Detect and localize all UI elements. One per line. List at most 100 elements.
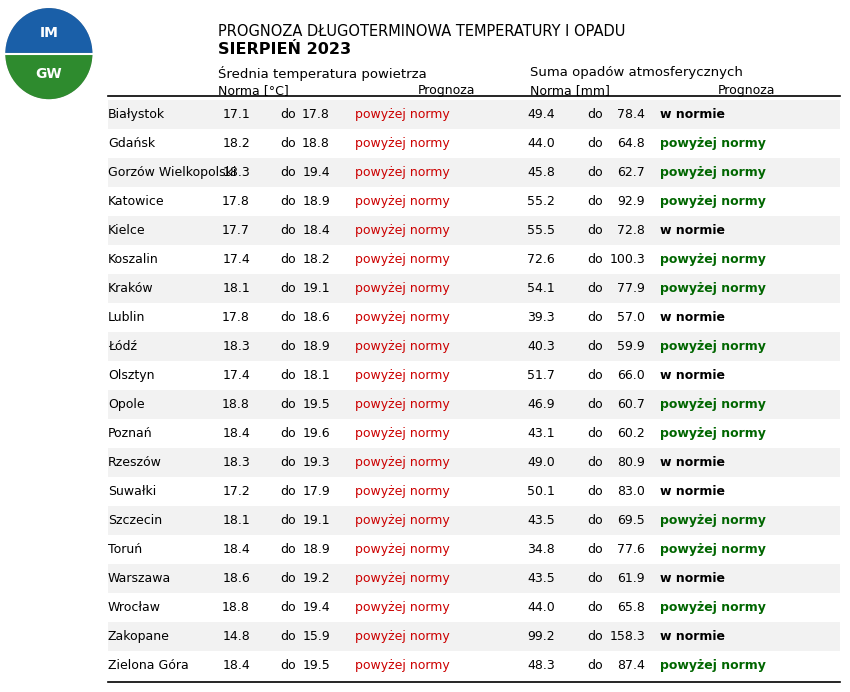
Text: 48.3: 48.3 (527, 659, 555, 672)
Text: do: do (280, 659, 296, 672)
Text: 18.4: 18.4 (222, 659, 250, 672)
Text: 87.4: 87.4 (617, 659, 645, 672)
Text: 18.2: 18.2 (303, 253, 330, 266)
Text: 45.8: 45.8 (527, 166, 555, 179)
Text: 51.7: 51.7 (527, 369, 555, 382)
Text: powyżej normy: powyżej normy (355, 195, 450, 208)
Text: Prognoza: Prognoza (718, 84, 775, 97)
Text: Norma [°C]: Norma [°C] (218, 84, 289, 97)
Text: powyżej normy: powyżej normy (355, 108, 450, 121)
Bar (108, 274, 840, 303)
Text: 72.8: 72.8 (617, 224, 645, 237)
Text: 64.8: 64.8 (617, 137, 645, 150)
Text: do: do (280, 340, 296, 353)
Bar (108, 216, 840, 245)
Text: do: do (587, 485, 603, 498)
Text: powyżej normy: powyżej normy (355, 485, 450, 498)
Text: do: do (280, 601, 296, 614)
Text: 69.5: 69.5 (617, 514, 645, 527)
Bar (108, 158, 840, 187)
Text: Szczecin: Szczecin (108, 514, 162, 527)
Text: 46.9: 46.9 (527, 398, 555, 411)
Text: Średnia temperatura powietrza: Średnia temperatura powietrza (218, 66, 427, 81)
Text: 65.8: 65.8 (617, 601, 645, 614)
Text: do: do (587, 601, 603, 614)
Text: 18.1: 18.1 (222, 282, 250, 295)
Text: 19.6: 19.6 (303, 427, 330, 440)
Text: powyżej normy: powyżej normy (660, 137, 766, 150)
Text: 99.2: 99.2 (527, 630, 555, 643)
Text: 19.4: 19.4 (303, 601, 330, 614)
Text: do: do (280, 253, 296, 266)
Text: 17.8: 17.8 (302, 108, 330, 121)
Text: do: do (280, 369, 296, 382)
Text: 17.2: 17.2 (222, 485, 250, 498)
Text: powyżej normy: powyżej normy (660, 543, 766, 556)
Bar (108, 506, 840, 535)
Text: 61.9: 61.9 (617, 572, 645, 585)
Text: 17.8: 17.8 (222, 195, 250, 208)
Text: 66.0: 66.0 (617, 369, 645, 382)
Text: 59.9: 59.9 (617, 340, 645, 353)
Text: Wrocław: Wrocław (108, 601, 161, 614)
Text: IM: IM (39, 26, 59, 40)
Text: 100.3: 100.3 (609, 253, 645, 266)
Text: powyżej normy: powyżej normy (355, 543, 450, 556)
Text: powyżej normy: powyżej normy (660, 601, 766, 614)
Text: powyżej normy: powyżej normy (660, 282, 766, 295)
Text: do: do (587, 195, 603, 208)
Text: GW: GW (36, 67, 62, 81)
Text: do: do (587, 340, 603, 353)
Text: 72.6: 72.6 (527, 253, 555, 266)
Text: w normie: w normie (660, 108, 725, 121)
Bar (108, 448, 840, 477)
Text: do: do (587, 572, 603, 585)
Text: 19.1: 19.1 (303, 514, 330, 527)
Text: 83.0: 83.0 (617, 485, 645, 498)
Text: 19.1: 19.1 (303, 282, 330, 295)
Text: do: do (280, 543, 296, 556)
Text: Białystok: Białystok (108, 108, 165, 121)
Text: 50.1: 50.1 (527, 485, 555, 498)
Bar (108, 564, 840, 593)
Text: 18.9: 18.9 (303, 195, 330, 208)
Bar (108, 332, 840, 361)
Text: powyżej normy: powyżej normy (355, 427, 450, 440)
Text: w normie: w normie (660, 369, 725, 382)
Text: 44.0: 44.0 (527, 137, 555, 150)
Text: do: do (280, 195, 296, 208)
Text: do: do (280, 282, 296, 295)
Text: Prognoza: Prognoza (418, 84, 475, 97)
Text: powyżej normy: powyżej normy (355, 601, 450, 614)
Text: 19.3: 19.3 (303, 456, 330, 469)
Wedge shape (6, 54, 92, 98)
Text: do: do (280, 166, 296, 179)
Text: w normie: w normie (660, 630, 725, 643)
Text: 77.6: 77.6 (617, 543, 645, 556)
Text: 18.3: 18.3 (222, 456, 250, 469)
Text: powyżej normy: powyżej normy (355, 166, 450, 179)
Text: Norma [mm]: Norma [mm] (530, 84, 609, 97)
Text: w normie: w normie (660, 311, 725, 324)
Text: powyżej normy: powyżej normy (355, 572, 450, 585)
Text: do: do (587, 427, 603, 440)
Text: powyżej normy: powyżej normy (355, 369, 450, 382)
Text: 49.4: 49.4 (527, 108, 555, 121)
Text: do: do (587, 166, 603, 179)
Text: Opole: Opole (108, 398, 144, 411)
Text: 18.2: 18.2 (222, 137, 250, 150)
Text: 43.5: 43.5 (527, 572, 555, 585)
Text: do: do (587, 398, 603, 411)
Text: 60.2: 60.2 (617, 427, 645, 440)
Text: 18.4: 18.4 (303, 224, 330, 237)
Text: do: do (280, 456, 296, 469)
Text: 19.4: 19.4 (303, 166, 330, 179)
Text: do: do (587, 630, 603, 643)
Text: do: do (280, 514, 296, 527)
Text: powyżej normy: powyżej normy (660, 195, 766, 208)
Text: do: do (280, 311, 296, 324)
Text: 18.8: 18.8 (222, 601, 250, 614)
Text: do: do (280, 427, 296, 440)
Text: 39.3: 39.3 (527, 311, 555, 324)
Text: powyżej normy: powyżej normy (355, 340, 450, 353)
